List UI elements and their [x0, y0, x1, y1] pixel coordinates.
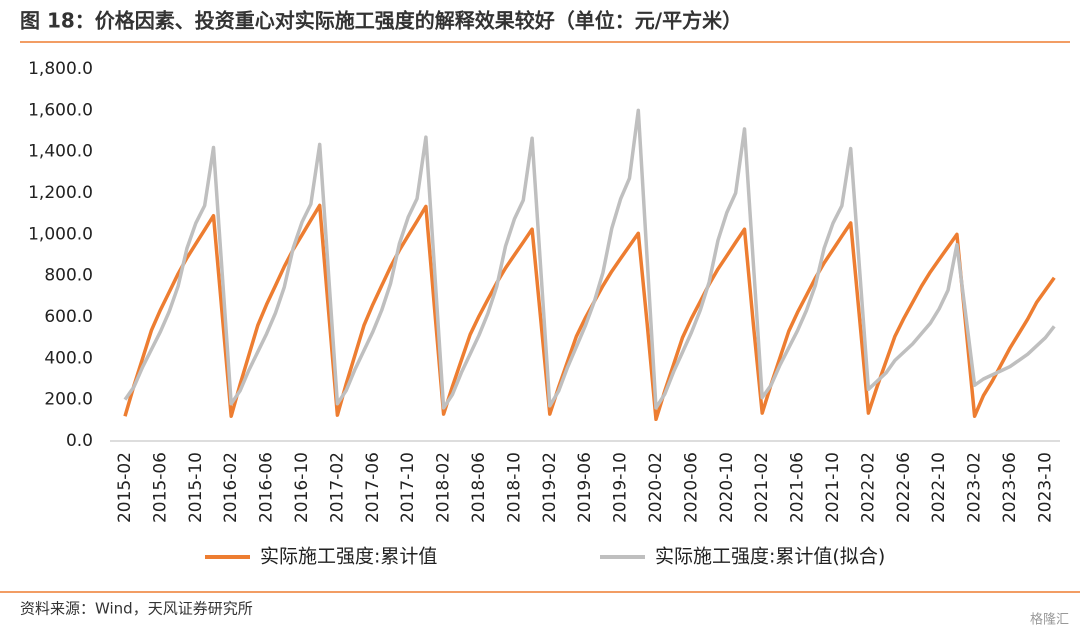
watermark: 格隆汇: [1030, 612, 1069, 628]
x-tick-label: 2017-10: [398, 452, 418, 523]
x-tick-label: 2016-10: [292, 452, 312, 523]
x-tick-label: 2018-10: [504, 452, 524, 523]
x-tick-label: 2019-02: [540, 452, 560, 523]
x-tick-label: 2015-02: [115, 452, 135, 523]
x-tick-label: 2015-06: [150, 452, 170, 523]
x-tick-label: 2020-10: [717, 452, 737, 523]
x-tick-label: 2019-10: [611, 452, 631, 523]
y-tick-label: 800.0: [44, 266, 93, 286]
y-tick-label: 1,400.0: [28, 142, 93, 162]
source: 资料来源：Wind，天风证券研究所: [20, 600, 253, 618]
x-tick-label: 2021-02: [752, 452, 772, 523]
x-tick-label: 2021-10: [823, 452, 843, 523]
x-tick-label: 2016-06: [257, 452, 277, 523]
legend-label: 实际施工强度:累计值(拟合): [655, 546, 885, 568]
legend-label: 实际施工强度:累计值: [260, 546, 437, 568]
chart-title: 图 18：价格因素、投资重心对实际施工强度的解释效果较好（单位：元/平方米）: [20, 9, 742, 33]
y-tick-label: 400.0: [44, 348, 93, 368]
y-tick-label: 1,800.0: [28, 59, 93, 79]
x-tick-label: 2018-02: [434, 452, 454, 523]
x-tick-label: 2022-06: [894, 452, 914, 523]
x-tick-label: 2016-02: [221, 452, 241, 523]
x-tick-label: 2022-02: [858, 452, 878, 523]
x-tick-label: 2019-06: [575, 452, 595, 523]
x-tick-label: 2022-10: [929, 452, 949, 523]
x-tick-label: 2020-02: [646, 452, 666, 523]
x-tick-label: 2017-02: [327, 452, 347, 523]
y-tick-label: 0.0: [66, 431, 93, 451]
x-tick-label: 2023-10: [1035, 452, 1055, 523]
y-tick-label: 1,600.0: [28, 100, 93, 120]
x-tick-label: 2015-10: [186, 452, 206, 523]
series-line: [123, 108, 1056, 410]
x-tick-label: 2023-06: [1000, 452, 1020, 523]
x-tick-label: 2018-06: [469, 452, 489, 523]
y-tick-label: 600.0: [44, 307, 93, 327]
x-tick-label: 2020-06: [681, 452, 701, 523]
x-tick-label: 2023-02: [965, 452, 985, 523]
y-tick-label: 1,000.0: [28, 224, 93, 244]
x-tick-label: 2017-06: [363, 452, 383, 523]
x-tick-label: 2021-06: [788, 452, 808, 523]
y-tick-label: 1,200.0: [28, 183, 93, 203]
y-tick-label: 200.0: [44, 390, 93, 410]
